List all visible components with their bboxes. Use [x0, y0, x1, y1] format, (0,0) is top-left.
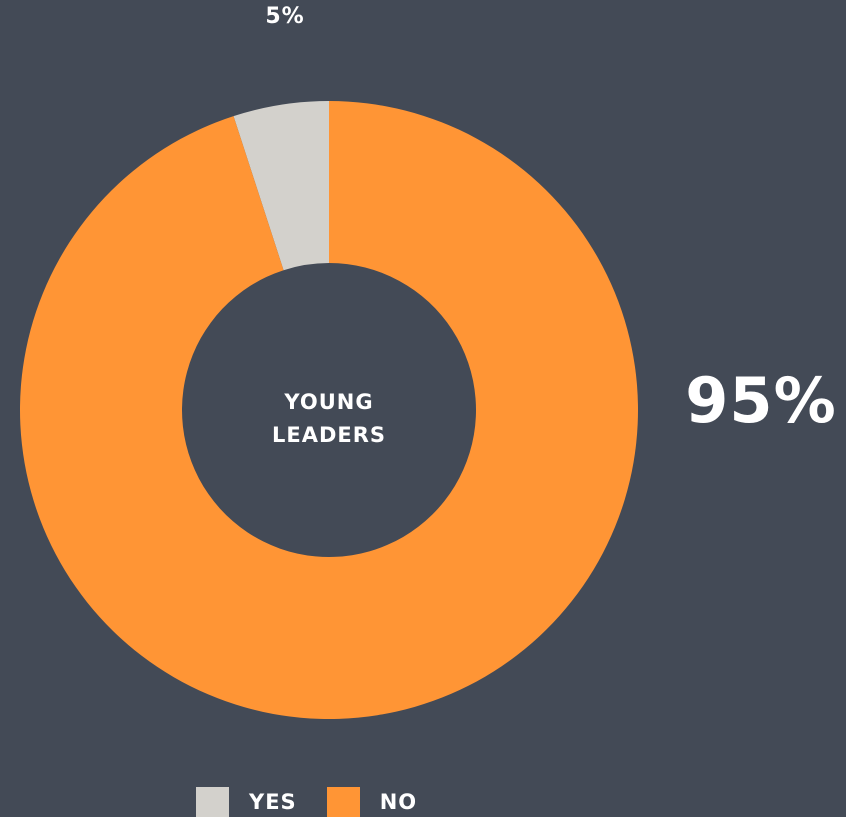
- legend-item-yes: YES: [196, 787, 297, 817]
- legend-label-yes: YES: [249, 790, 297, 814]
- center-label-line-1: YOUNG: [284, 390, 374, 414]
- legend-item-no: NO: [326, 787, 418, 817]
- center-label-line-2: LEADERS: [271, 423, 387, 447]
- slice-label-yes: 5%: [265, 4, 305, 29]
- donut-slices: [19, 101, 639, 720]
- center-label: YOUNG LEADERS: [229, 386, 429, 452]
- legend-label-no: NO: [379, 790, 418, 814]
- donut-slice-yes: [233, 101, 329, 271]
- donut-slice-no: [19, 101, 639, 720]
- slice-label-no: 95%: [685, 364, 837, 437]
- legend-swatch-no: [326, 787, 360, 817]
- legend: YES NO: [196, 787, 447, 817]
- legend-swatch-yes: [196, 787, 229, 817]
